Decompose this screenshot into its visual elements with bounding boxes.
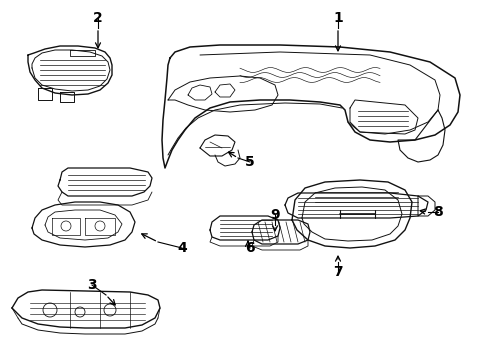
Text: 7: 7 [333,265,343,279]
Text: 2: 2 [93,11,103,25]
Text: 8: 8 [433,205,443,219]
Text: 6: 6 [245,241,255,255]
Text: 9: 9 [270,208,280,222]
Text: 3: 3 [87,278,97,292]
Text: 1: 1 [333,11,343,25]
Text: 5: 5 [245,155,255,169]
Text: 4: 4 [177,241,187,255]
